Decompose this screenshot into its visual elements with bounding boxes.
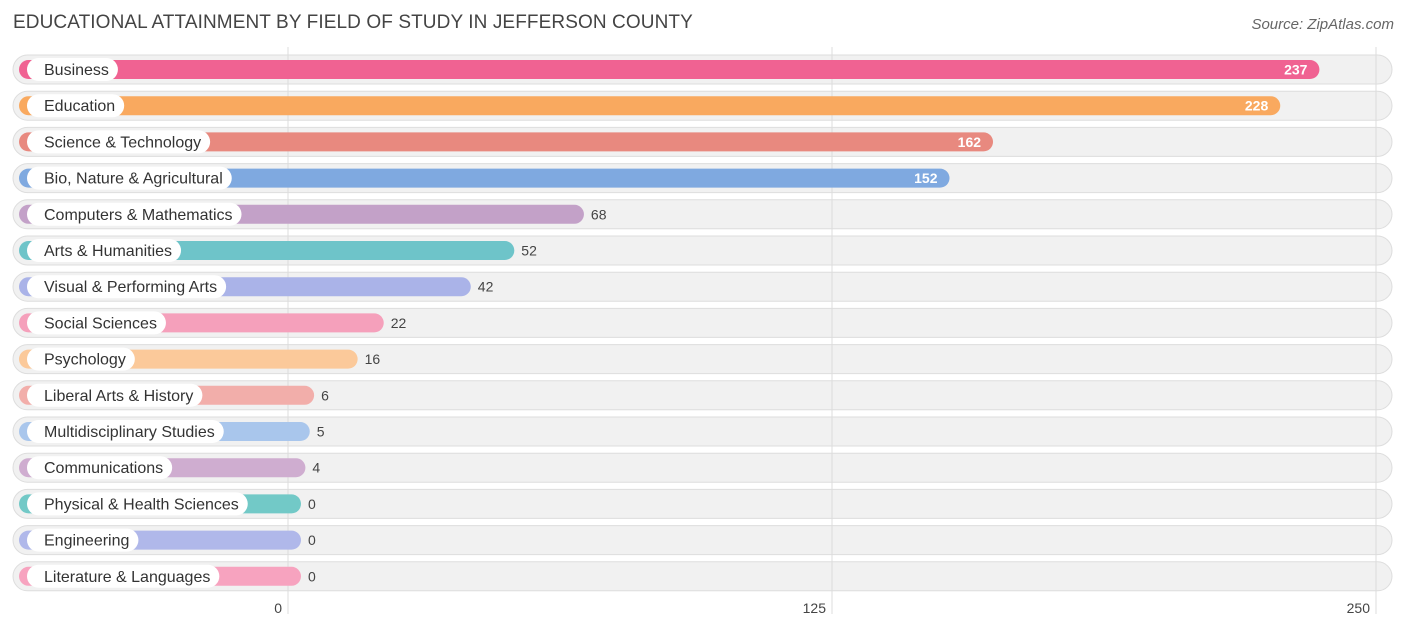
category-label: Physical & Health Sciences	[44, 496, 239, 513]
bar-row: Bio, Nature & Agricultural 152	[19, 166, 950, 190]
category-label: Arts & Humanities	[44, 243, 172, 260]
bar-row: Science & Technology 162	[19, 130, 994, 154]
category-label: Literature & Languages	[44, 569, 210, 586]
row-track	[12, 488, 1393, 519]
category-label: Communications	[44, 460, 163, 477]
category-label: Engineering	[44, 533, 129, 550]
category-label: Psychology	[44, 352, 126, 369]
category-pill	[27, 311, 166, 335]
row-track	[12, 525, 1393, 556]
bar-row: Visual & Performing Arts 42	[19, 275, 494, 299]
value-label: 0	[308, 568, 316, 584]
category-pill	[27, 166, 232, 190]
category-pill	[27, 383, 203, 407]
category-label: Business	[44, 62, 109, 79]
category-label: Social Sciences	[44, 315, 157, 332]
category-pill	[27, 239, 182, 262]
value-label: 237	[1284, 62, 1308, 78]
category-label: Liberal Arts & History	[44, 388, 193, 405]
row-track	[12, 344, 1393, 375]
value-label: 5	[317, 424, 325, 440]
value-label: 162	[958, 134, 982, 150]
rows-layer: Business 237 Education 228 Science & Technol…	[12, 47, 1393, 614]
category-pill	[27, 58, 118, 81]
bar-row: Business 237	[19, 58, 1320, 81]
bar-row: Education 228	[19, 94, 1281, 118]
bar	[19, 96, 1281, 116]
x-tick-label: 250	[1347, 600, 1371, 616]
x-tick-label: 0	[274, 600, 282, 616]
category-pill	[27, 564, 220, 588]
value-label: 52	[521, 243, 537, 259]
value-label: 4	[312, 460, 320, 476]
category-pill	[27, 492, 248, 516]
x-axis-ticks: 0 125 250	[274, 600, 1370, 616]
bar	[19, 60, 1320, 79]
bar-row: Computers & Mathematics 68	[19, 202, 607, 226]
row-track	[12, 452, 1393, 483]
bar	[19, 132, 994, 152]
category-label: Science & Technology	[44, 134, 201, 151]
value-label: 16	[365, 351, 381, 367]
bar-row: Liberal Arts & History 6	[19, 383, 329, 407]
value-label: 68	[591, 206, 607, 222]
category-label: Multidisciplinary Studies	[44, 424, 215, 441]
bar-row: Social Sciences 22	[19, 311, 407, 335]
value-label: 152	[914, 170, 938, 186]
bar-row: Multidisciplinary Studies 5	[19, 420, 325, 443]
chart-source: Source: ZipAtlas.com	[1251, 16, 1394, 33]
category-pill	[27, 275, 227, 299]
bar-row: Communications 4	[19, 456, 320, 480]
category-pill	[27, 202, 242, 226]
row-track	[12, 380, 1393, 411]
bar	[19, 168, 950, 188]
row-track	[12, 416, 1393, 447]
category-pill	[27, 420, 224, 443]
bar-row: Engineering 0	[19, 528, 316, 552]
bar-row: Physical & Health Sciences 0	[19, 492, 316, 516]
category-pill	[27, 94, 125, 118]
value-label: 0	[308, 496, 316, 512]
bar-row: Psychology 16	[19, 347, 381, 371]
category-pill	[27, 130, 211, 154]
category-pill	[27, 347, 135, 371]
value-label: 22	[391, 315, 407, 331]
value-label: 6	[321, 387, 329, 403]
bar-row: Arts & Humanities 52	[19, 239, 537, 262]
bar-row: Literature & Languages 0	[19, 564, 316, 588]
category-label: Bio, Nature & Agricultural	[44, 171, 223, 188]
row-track	[12, 561, 1393, 592]
category-label: Education	[44, 98, 115, 115]
chart-title: EDUCATIONAL ATTAINMENT BY FIELD OF STUDY…	[13, 12, 693, 33]
category-pill	[27, 456, 173, 480]
value-label: 42	[478, 279, 494, 295]
x-tick-label: 125	[803, 600, 827, 616]
category-label: Computers & Mathematics	[44, 207, 233, 224]
category-label: Visual & Performing Arts	[44, 279, 217, 296]
category-pill	[27, 528, 139, 552]
value-label: 0	[308, 532, 316, 548]
value-label: 228	[1245, 98, 1269, 114]
